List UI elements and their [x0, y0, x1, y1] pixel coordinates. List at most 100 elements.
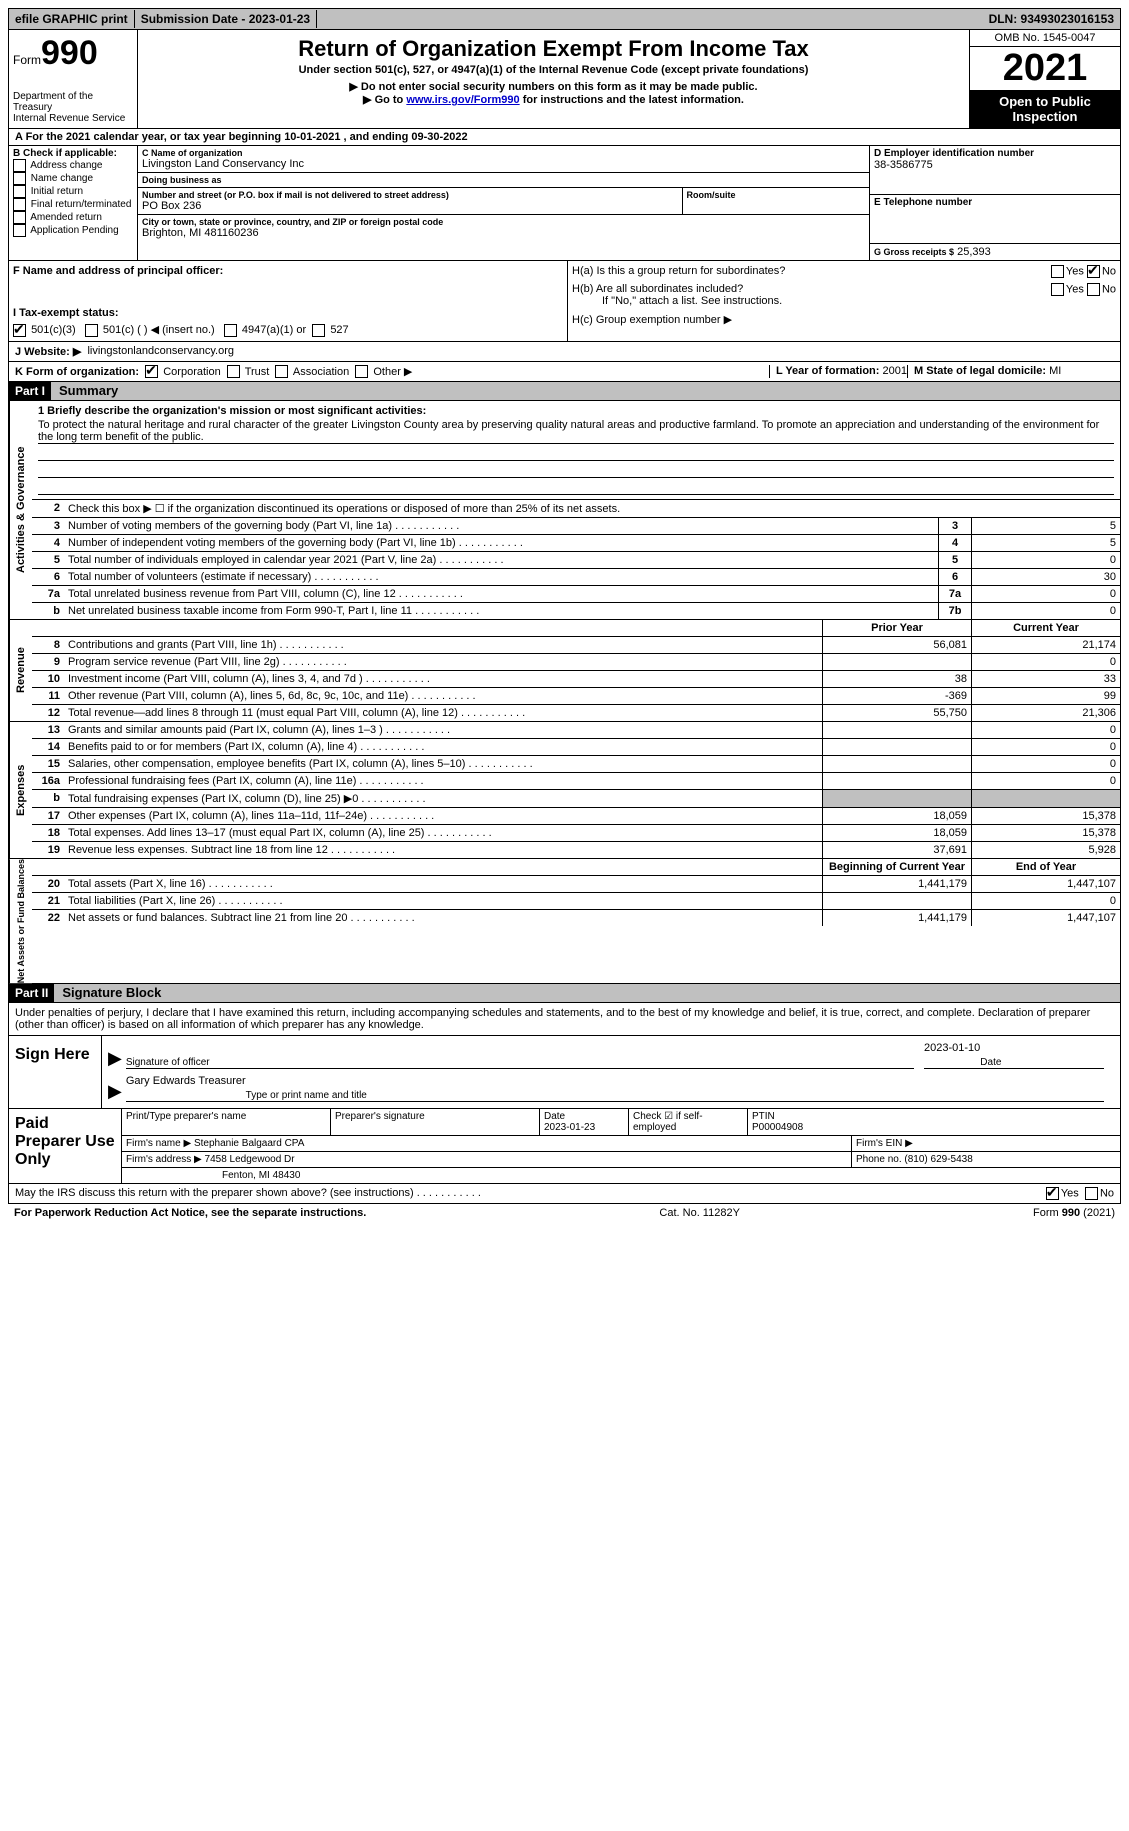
year-formation: 2001	[883, 365, 907, 377]
page-footer: For Paperwork Reduction Act Notice, see …	[8, 1204, 1121, 1222]
discuss-with-preparer: May the IRS discuss this return with the…	[8, 1184, 1121, 1204]
checkbox-address-change[interactable]: Address change	[13, 159, 133, 172]
firm-phone: (810) 629-5438	[904, 1154, 972, 1165]
checkbox-application-pending[interactable]: Application Pending	[13, 224, 133, 237]
self-employed-check[interactable]: Check ☑ if self-employed	[629, 1109, 748, 1135]
ein: 38-3586775	[874, 159, 1116, 171]
form-header: Form990 Department of the Treasury Inter…	[8, 30, 1121, 129]
goto-note: ▶ Go to www.irs.gov/Form990 for instruct…	[144, 93, 963, 106]
website: livingstonlandconservancy.org	[87, 345, 234, 358]
section-bcd: B Check if applicable: Address change Na…	[8, 146, 1121, 261]
omb-number: OMB No. 1545-0047	[970, 30, 1120, 47]
firm-name: Stephanie Balgaard CPA	[194, 1138, 304, 1149]
firm-ein: Firm's EIN ▶	[852, 1136, 1120, 1151]
street-address: PO Box 236	[142, 200, 678, 212]
summary-line-21: 21Total liabilities (Part X, line 26)0	[32, 893, 1120, 910]
summary-line-4: 4Number of independent voting members of…	[32, 535, 1120, 552]
vtab-net-assets: Net Assets or Fund Balances	[9, 859, 32, 983]
summary-line-6: 6Total number of volunteers (estimate if…	[32, 569, 1120, 586]
officer-name: Gary Edwards TreasurerType or print name…	[126, 1075, 1104, 1102]
revenue-section: Revenue Prior Year Current Year 8Contrib…	[8, 620, 1121, 722]
summary-line-20: 20Total assets (Part X, line 16)1,441,17…	[32, 876, 1120, 893]
discuss-no[interactable]	[1085, 1187, 1098, 1200]
arrow-icon: ▶	[108, 1048, 126, 1069]
expenses-section: Expenses 13Grants and similar amounts pa…	[8, 722, 1121, 859]
form990-link[interactable]: www.irs.gov/Form990	[406, 94, 519, 106]
dept-treasury: Department of the Treasury	[13, 91, 133, 113]
gross-receipts: 25,393	[957, 246, 991, 258]
firm-address: 7458 Ledgewood Dr	[205, 1154, 295, 1165]
ha-group-return: H(a) Is this a group return for subordin…	[572, 265, 1116, 277]
checkbox-final-return-terminated[interactable]: Final return/terminated	[13, 198, 133, 211]
tax-exempt-status: 501(c)(3) 501(c) ( ) ◀ (insert no.) 4947…	[13, 323, 563, 337]
arrow-icon: ▶	[108, 1081, 126, 1102]
line-a-tax-year: A For the 2021 calendar year, or tax yea…	[8, 129, 1121, 146]
ptin: P00004908	[752, 1122, 803, 1133]
cbx-527[interactable]	[312, 324, 325, 337]
signature-declaration: Under penalties of perjury, I declare th…	[8, 1003, 1121, 1036]
summary-line-9: 9Program service revenue (Part VIII, lin…	[32, 654, 1120, 671]
form-number: Form990	[13, 34, 133, 73]
checkbox-initial-return[interactable]: Initial return	[13, 185, 133, 198]
cbx-4947[interactable]	[224, 324, 237, 337]
summary-line-8: 8Contributions and grants (Part VIII, li…	[32, 637, 1120, 654]
summary-line-14: 14Benefits paid to or for members (Part …	[32, 739, 1120, 756]
tax-year: 2021	[970, 47, 1120, 90]
section-d: D Employer identification number 38-3586…	[870, 146, 1120, 260]
summary-line-10: 10Investment income (Part VIII, column (…	[32, 671, 1120, 688]
sign-here-block: Sign Here ▶ Signature of officer 2023-01…	[8, 1036, 1121, 1109]
summary-line-12: 12Total revenue—add lines 8 through 11 (…	[32, 705, 1120, 721]
dln: DLN: 93493023016153	[983, 10, 1120, 28]
submission-date: Submission Date - 2023-01-23	[135, 10, 317, 28]
cbx-501c3[interactable]	[13, 324, 26, 337]
mission-text: To protect the natural heritage and rura…	[38, 419, 1114, 444]
vtab-ag: Activities & Governance	[9, 401, 32, 619]
top-toolbar: efile GRAPHIC print Submission Date - 20…	[8, 8, 1121, 30]
part1-header: Part ISummary	[8, 382, 1121, 401]
line-2: Check this box ▶ ☐ if the organization d…	[64, 500, 1120, 517]
summary-line-19: 19Revenue less expenses. Subtract line 1…	[32, 842, 1120, 858]
summary-line-15: 15Salaries, other compensation, employee…	[32, 756, 1120, 773]
form-subtitle: Under section 501(c), 527, or 4947(a)(1)…	[144, 64, 963, 76]
state-domicile: MI	[1049, 365, 1061, 377]
section-c: C Name of organization Livingston Land C…	[138, 146, 870, 260]
summary-line-5: 5Total number of individuals employed in…	[32, 552, 1120, 569]
hb-note: If "No," attach a list. See instructions…	[602, 295, 1116, 307]
ssn-note: ▶ Do not enter social security numbers o…	[144, 80, 963, 93]
summary-line-11: 11Other revenue (Part VIII, column (A), …	[32, 688, 1120, 705]
irs-label: Internal Revenue Service	[13, 113, 133, 124]
summary-line-18: 18Total expenses. Add lines 13–17 (must …	[32, 825, 1120, 842]
city-state-zip: Brighton, MI 481160236	[142, 227, 865, 239]
discuss-yes[interactable]	[1046, 1187, 1059, 1200]
hc-group-exemption: H(c) Group exemption number ▶	[572, 313, 1116, 326]
org-name: Livingston Land Conservancy Inc	[142, 158, 865, 170]
summary-line-16a: 16aProfessional fundraising fees (Part I…	[32, 773, 1120, 790]
officer-signature[interactable]: Signature of officer	[126, 1043, 914, 1069]
hb-subordinates: H(b) Are all subordinates included? Yes …	[572, 283, 1116, 295]
principal-officer-label: F Name and address of principal officer:	[13, 265, 563, 277]
summary-line-b: bNet unrelated business taxable income f…	[32, 603, 1120, 619]
section-klm: K Form of organization: Corporation Trus…	[8, 362, 1121, 383]
paid-preparer-block: Paid Preparer Use Only Print/Type prepar…	[8, 1109, 1121, 1184]
summary-line-22: 22Net assets or fund balances. Subtract …	[32, 910, 1120, 926]
vtab-expenses: Expenses	[9, 722, 32, 858]
checkbox-name-change[interactable]: Name change	[13, 172, 133, 185]
summary-line-3: 3Number of voting members of the governi…	[32, 518, 1120, 535]
summary-line-b: bTotal fundraising expenses (Part IX, co…	[32, 790, 1120, 808]
section-b: B Check if applicable: Address change Na…	[9, 146, 138, 260]
section-j-website: J Website: ▶ livingstonlandconservancy.o…	[8, 342, 1121, 362]
summary-line-17: 17Other expenses (Part IX, column (A), l…	[32, 808, 1120, 825]
summary-line-13: 13Grants and similar amounts paid (Part …	[32, 722, 1120, 739]
part2-header: Part IISignature Block	[8, 984, 1121, 1003]
efile-label[interactable]: efile GRAPHIC print	[9, 10, 135, 28]
vtab-revenue: Revenue	[9, 620, 32, 721]
sign-date: 2023-01-10Date	[924, 1042, 1104, 1069]
open-to-public: Open to Public Inspection	[970, 90, 1120, 128]
summary-line-7a: 7aTotal unrelated business revenue from …	[32, 586, 1120, 603]
net-assets-section: Net Assets or Fund Balances Beginning of…	[8, 859, 1121, 984]
cbx-501c[interactable]	[85, 324, 98, 337]
firm-city: Fenton, MI 48430	[122, 1168, 1120, 1183]
checkbox-amended-return[interactable]: Amended return	[13, 211, 133, 224]
activities-governance: Activities & Governance 1 Briefly descri…	[8, 401, 1121, 620]
prep-date: 2023-01-23	[544, 1122, 595, 1133]
